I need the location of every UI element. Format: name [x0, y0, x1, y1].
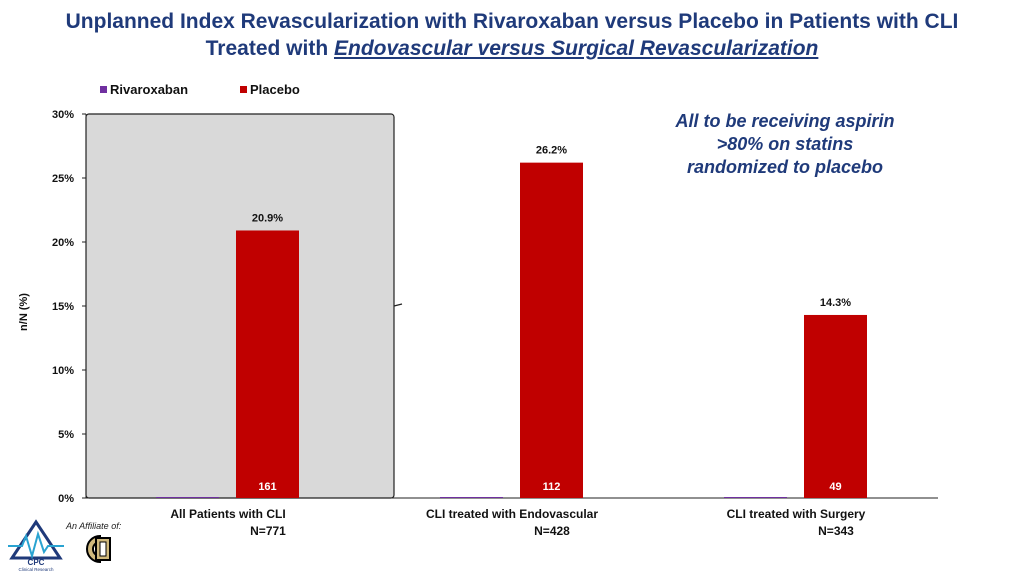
data-label-placebo-1: 26.2% — [536, 145, 567, 157]
y-axis-label: n/N (%) — [18, 293, 30, 331]
y-tick-label-4: 20% — [52, 237, 74, 249]
y-tick-label-5: 25% — [52, 173, 74, 185]
count-label-placebo-0: 161 — [258, 481, 276, 493]
category-n-1: N=428 — [534, 524, 570, 538]
legend-label-rivaroxaban: Rivaroxaban — [110, 82, 189, 97]
legend-swatch-placebo — [240, 86, 247, 93]
bar-rivaroxaban-0 — [156, 497, 219, 498]
category-n-0: N=771 — [250, 524, 286, 538]
bar-placebo-2 — [804, 314, 867, 498]
title-line-1: Unplanned Index Revascularization with R… — [65, 10, 959, 33]
university-logo-icon — [86, 534, 111, 564]
cpc-logo-text: CPC — [28, 558, 45, 567]
title-line-2-prefix: Treated with — [205, 37, 334, 60]
category-label-2: CLI treated with Surgery — [727, 507, 866, 521]
title-line-2: Treated with Endovascular versus Surgica… — [0, 35, 1024, 62]
y-tick-label-2: 10% — [52, 365, 74, 377]
y-tick-label-6: 30% — [52, 109, 74, 121]
legend-item-rivaroxaban: Rivaroxaban — [100, 82, 188, 97]
note-line-1: All to be receiving aspirin — [675, 111, 895, 131]
note-line-2: >80% on statins — [716, 134, 854, 154]
legend-item-placebo: Placebo — [240, 82, 300, 97]
bar-rivaroxaban-1 — [440, 497, 503, 498]
category-label-1: CLI treated with Endovascular — [426, 507, 598, 521]
data-label-placebo-2: 14.3% — [820, 297, 851, 309]
legend-label-placebo: Placebo — [250, 82, 300, 97]
legend-swatch-rivaroxaban — [100, 86, 107, 93]
category-label-0: All Patients with CLI — [170, 507, 285, 521]
bar-placebo-0 — [236, 230, 299, 499]
title-line-2-emphasis: Endovascular versus Surgical Revasculari… — [333, 37, 819, 60]
count-label-placebo-1: 112 — [543, 481, 561, 493]
count-label-placebo-2: 49 — [829, 481, 841, 493]
note-line-3: randomized to placebo — [686, 157, 884, 177]
data-label-placebo-0: 20.9% — [252, 212, 283, 224]
chart-title: Unplanned Index Revascularization with R… — [0, 8, 1024, 62]
bar-rivaroxaban-2 — [724, 497, 787, 498]
y-tick-label-3: 15% — [52, 301, 74, 313]
cpc-logo-subtext: Clinical Research — [18, 567, 54, 572]
y-tick-label-0: 0% — [58, 493, 74, 505]
bar-placebo-1 — [520, 162, 583, 498]
annotation-note: All to be receiving aspirin >80% on stat… — [650, 110, 920, 179]
affiliate-label: An Affiliate of: — [66, 521, 122, 531]
cpc-logo: CPC Clinical Research — [8, 519, 64, 572]
panel-connector — [393, 303, 403, 307]
y-tick-label-1: 5% — [58, 429, 74, 441]
category-n-2: N=343 — [818, 524, 854, 538]
